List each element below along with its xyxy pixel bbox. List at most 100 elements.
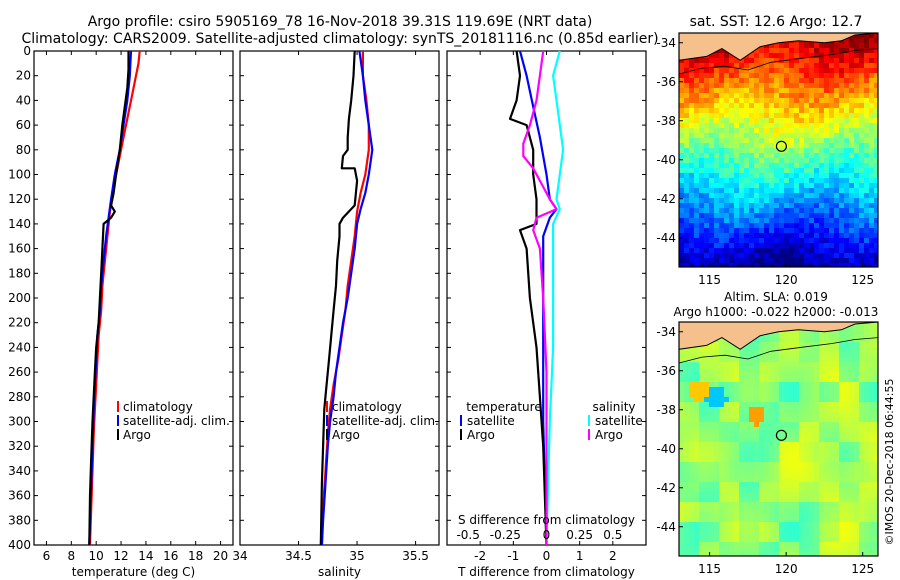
map-cell — [759, 367, 764, 372]
map-cell — [684, 223, 689, 228]
map-cell — [724, 68, 729, 73]
map-cell — [774, 462, 779, 467]
land-mass — [678, 32, 879, 61]
map-cell — [769, 497, 774, 502]
map-cell — [779, 118, 784, 123]
map-cell — [844, 427, 849, 432]
map-cell — [839, 73, 844, 78]
map-cell — [819, 223, 824, 228]
map-cell — [849, 53, 854, 58]
map-cell — [784, 517, 789, 522]
map-cell — [719, 422, 724, 427]
map-cell — [774, 68, 779, 73]
map-cell — [759, 372, 764, 377]
map-cell — [839, 552, 844, 556]
map-cell — [799, 218, 804, 223]
map-cell — [834, 552, 839, 556]
map-cell — [839, 63, 844, 68]
map-cell — [724, 238, 729, 243]
map-cell — [789, 253, 794, 258]
map-cell — [739, 542, 744, 547]
map-cell — [789, 153, 794, 158]
map-cell — [679, 128, 684, 133]
map-cell — [844, 118, 849, 123]
map-cell — [839, 367, 844, 372]
map-cell — [769, 88, 774, 93]
map-cell — [799, 332, 804, 337]
map-cell — [734, 507, 739, 512]
map-cell — [809, 123, 814, 128]
map-cell — [829, 153, 834, 158]
map-cell — [679, 547, 684, 552]
map-cell — [694, 367, 699, 372]
map-cell — [679, 417, 684, 422]
y-tick-label: -38 — [656, 114, 676, 128]
map-cell — [784, 83, 789, 88]
map-cell — [714, 437, 719, 442]
map-cell — [809, 63, 814, 68]
map-cell — [749, 462, 754, 467]
map-cell — [694, 522, 699, 527]
map-cell — [744, 442, 749, 447]
map-cell — [794, 178, 799, 183]
map-cell — [704, 163, 709, 168]
map-cell — [719, 48, 724, 53]
map-cell — [719, 138, 724, 143]
map-cell — [844, 113, 849, 118]
map-cell — [714, 387, 719, 392]
map-cell — [739, 392, 744, 397]
map-cell — [714, 118, 719, 123]
map-cell — [839, 412, 844, 417]
map-cell — [694, 78, 699, 83]
map-cell — [779, 208, 784, 213]
map-cell — [829, 108, 834, 113]
map-cell — [809, 78, 814, 83]
map-cell — [834, 173, 839, 178]
map-cell — [864, 133, 869, 138]
map-cell — [794, 517, 799, 522]
map-cell — [714, 258, 719, 263]
map-cell — [694, 68, 699, 73]
map-cell — [814, 208, 819, 213]
map-cell — [839, 223, 844, 228]
map-cell — [859, 33, 864, 38]
map-cell — [834, 347, 839, 352]
map-cell — [824, 143, 829, 148]
map-cell — [749, 118, 754, 123]
map-cell — [814, 347, 819, 352]
map-cell — [729, 63, 734, 68]
map-cell — [744, 362, 749, 367]
map-cell — [809, 48, 814, 53]
map-cell — [789, 407, 794, 412]
map-cell — [699, 133, 704, 138]
map-cell — [839, 78, 844, 83]
map-cell — [794, 482, 799, 487]
map-cell — [864, 263, 869, 267]
map-cell — [699, 352, 704, 357]
map-cell — [834, 108, 839, 113]
series-line-3 — [522, 50, 558, 545]
map-cell — [839, 387, 844, 392]
map-cell — [784, 98, 789, 103]
map-cell — [824, 447, 829, 452]
map-cell — [849, 168, 854, 173]
map-cell — [779, 58, 784, 63]
map-cell — [774, 213, 779, 218]
map-cell — [714, 347, 719, 352]
map-cell — [789, 88, 794, 93]
map-cell — [854, 178, 859, 183]
map-cell — [839, 332, 844, 337]
map-cell — [794, 387, 799, 392]
map-cell — [824, 367, 829, 372]
map-cell — [839, 337, 844, 342]
map-cell — [874, 133, 878, 138]
map-cell — [799, 347, 804, 352]
map-cell — [804, 198, 809, 203]
map-cell — [784, 352, 789, 357]
map-cell — [759, 153, 764, 158]
map-cell — [834, 492, 839, 497]
map-cell — [689, 58, 694, 63]
map-cell — [819, 532, 824, 537]
map-cell — [679, 148, 684, 153]
map-cell — [859, 133, 864, 138]
